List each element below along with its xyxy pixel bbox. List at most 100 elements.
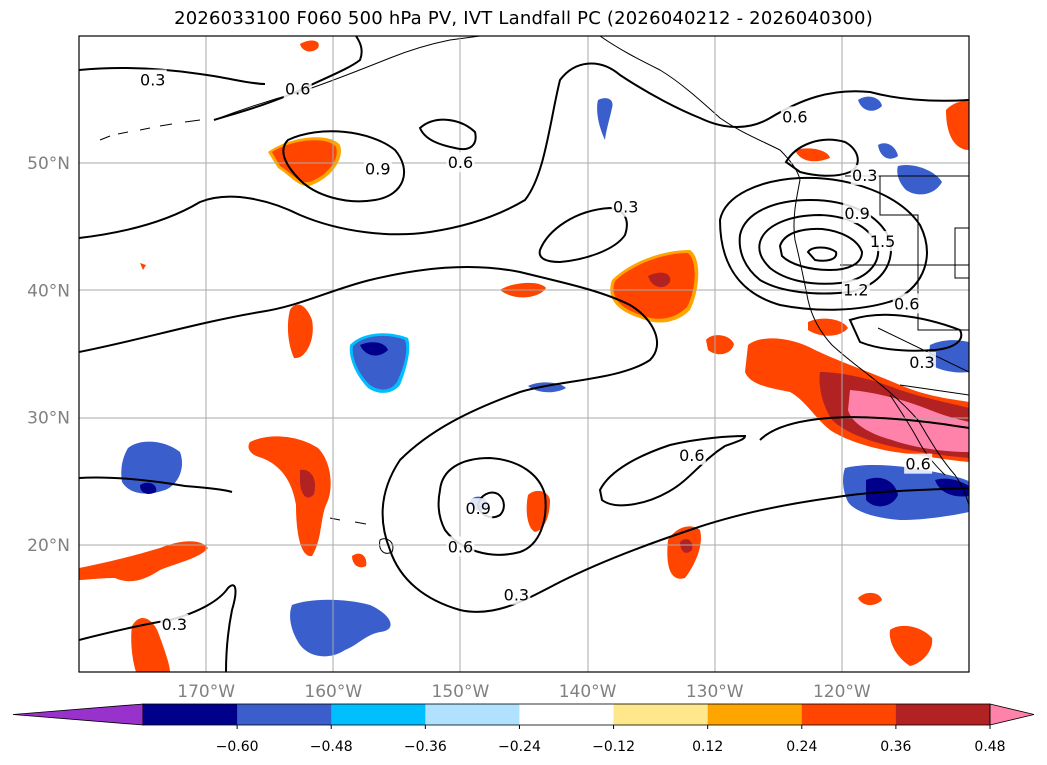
lon-tick-label: 160°W	[304, 682, 362, 702]
colorbar-tick-label: −0.24	[498, 739, 541, 755]
contour-label: 1.5	[870, 232, 895, 251]
contour-0.6-small	[418, 118, 477, 151]
plot-frame	[78, 35, 970, 673]
colorbar-segment	[331, 704, 426, 725]
colorbar-tick-label: 0.48	[974, 739, 1005, 755]
contour-1.2-vortex	[758, 213, 880, 285]
contour-label-bg	[843, 203, 872, 224]
contour-label: 1.2	[843, 280, 868, 299]
colorbar-frame	[142, 703, 991, 726]
contour-label-bg	[850, 164, 879, 185]
cool-region	[897, 164, 942, 195]
coastline-gulf-of-alaska	[599, 36, 801, 181]
contour-label-bg	[780, 106, 809, 127]
warm-region	[248, 436, 331, 557]
colorbar-segment	[425, 704, 520, 725]
contour-0.6-main	[79, 62, 969, 239]
contour-label-bg	[138, 69, 167, 90]
lon-tick-label: 150°W	[432, 682, 490, 702]
contour-label: 0.3	[852, 166, 877, 185]
contour-label-bg	[841, 279, 870, 300]
colorbar-tick-label: −0.12	[592, 739, 635, 755]
contour-0.6-northwest	[213, 36, 363, 121]
colorbar-segment	[707, 704, 803, 725]
pv-contours	[79, 36, 969, 672]
contour-0.9-vortex	[738, 198, 892, 295]
warm-region	[131, 618, 170, 672]
colorbar-tick-label: 0.12	[692, 739, 723, 755]
contour-label: 0.6	[894, 294, 919, 313]
contour-0.6-west-coast	[759, 416, 969, 441]
contour-label-bg	[502, 584, 531, 605]
lon-tick-label: 140°W	[559, 682, 617, 702]
lat-tick-labels: 20°N 30°N 40°N 50°N	[27, 154, 70, 556]
contour-label: 0.6	[782, 107, 807, 126]
contour-label: 0.9	[466, 499, 491, 518]
colorbar-tick-label: 0.36	[880, 739, 911, 755]
colorbar: −0.60 −0.48 −0.36 −0.24 −0.12 0.12 0.24 0.36 0.4…	[12, 703, 1035, 755]
coastline-baja	[889, 394, 946, 476]
border-mexico	[899, 384, 969, 396]
warm-region	[648, 272, 671, 288]
warm-region	[706, 335, 734, 355]
contour-0.6-lower	[598, 434, 747, 507]
contour-label-bg	[868, 231, 897, 252]
contour-label: 0.3	[909, 353, 934, 372]
warm-region	[300, 40, 319, 52]
chart-title: 2026033100 F060 500 hPa PV, IVT Landfall…	[174, 8, 873, 29]
contour-0.6-vortex-outer	[718, 176, 928, 311]
cool-region	[597, 98, 613, 140]
contour-0.3-coast	[784, 138, 859, 177]
contour-label-bg	[283, 78, 312, 99]
colorbar-segment	[801, 704, 897, 725]
contour-core	[806, 246, 838, 262]
contour-label: 0.6	[448, 153, 473, 172]
cool-region	[360, 342, 388, 356]
coastline-aleutians	[99, 119, 201, 141]
lat-tick-label: 30°N	[27, 409, 70, 429]
contour-label-bg	[363, 158, 392, 179]
contour-0.3-pacific-wave	[79, 265, 969, 613]
contour-label-bg	[904, 453, 933, 474]
lon-tick-label: 130°W	[686, 682, 744, 702]
contour-label-bg	[446, 536, 475, 557]
colorbar-segment	[519, 704, 615, 725]
contour-label-bg	[677, 444, 706, 465]
cool-region	[928, 340, 969, 373]
warm-region	[889, 625, 933, 666]
gridlines	[79, 36, 969, 672]
warm-region	[79, 541, 208, 582]
lat-tick-label: 40°N	[27, 281, 70, 301]
contour-label: 0.6	[448, 537, 473, 556]
lon-tick-label: 120°W	[813, 682, 871, 702]
contour-label-bg	[446, 152, 475, 173]
contour-1.5-vortex	[778, 227, 864, 272]
contour-0.3-mid	[538, 206, 628, 264]
warm-region	[352, 553, 367, 568]
colorbar-segment	[143, 704, 238, 725]
contour-label: 0.9	[844, 204, 869, 223]
warm-region	[287, 304, 313, 359]
contour-label: 0.9	[365, 160, 390, 179]
cool-region	[878, 143, 898, 159]
contour-label: 0.3	[504, 586, 529, 605]
contour-0.6-hawaii	[437, 456, 547, 556]
colorbar-segment	[613, 704, 709, 725]
cool-region	[290, 599, 391, 657]
warm-region	[272, 140, 337, 183]
contour-label-bg	[907, 351, 936, 372]
contour-labels: 0.3 0.60.9 0.60.30.60.30.91.51.20.60.30.60…	[138, 69, 936, 634]
cool-region	[140, 482, 157, 494]
contour-0.3-south	[79, 584, 237, 672]
cool-region	[858, 96, 882, 111]
contour-label-bg	[892, 293, 921, 314]
colorbar-tick-label: −0.36	[404, 739, 447, 755]
contour-label: 0.3	[140, 71, 165, 90]
warm-region	[300, 469, 316, 498]
warm-region	[667, 526, 701, 579]
colorbar-segment	[895, 704, 991, 725]
contour-label: 0.6	[285, 79, 310, 98]
lat-tick-label: 20°N	[27, 536, 70, 556]
contour-label: 0.6	[679, 446, 704, 465]
